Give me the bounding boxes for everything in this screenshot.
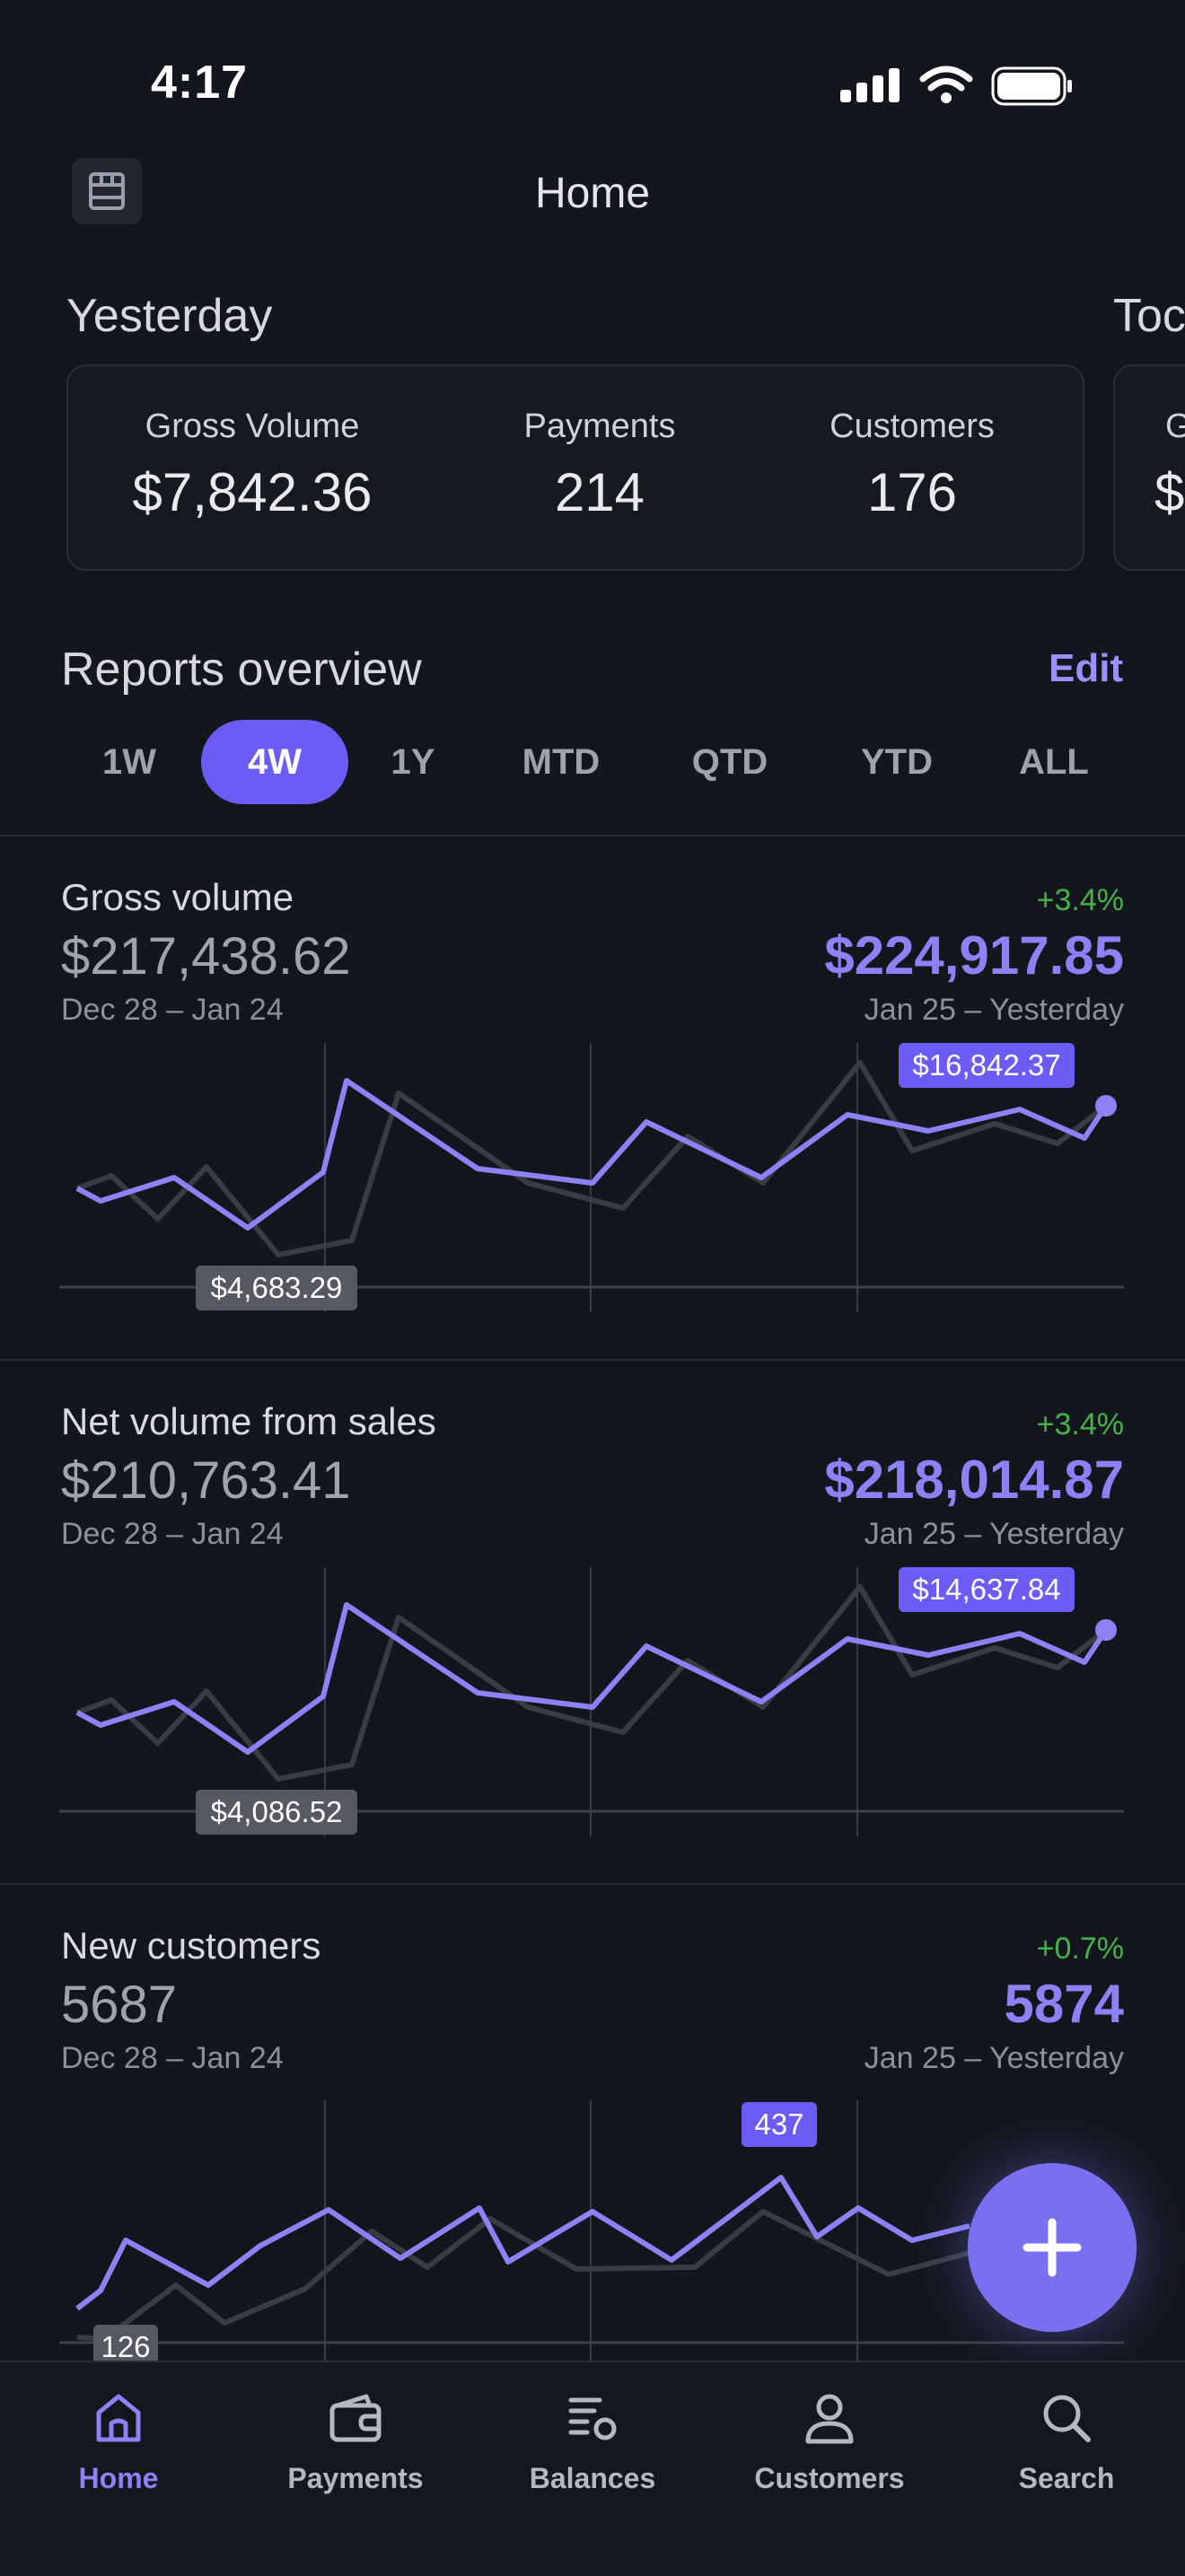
stat-label-payments: Payments (523, 407, 676, 445)
today-stat-label: G (1165, 407, 1185, 446)
store-button[interactable] (72, 158, 142, 224)
tab-balances[interactable]: Balances (474, 2389, 711, 2495)
stat-value-gross-volume: $7,842.36 (132, 462, 373, 522)
prior-period-line (76, 2209, 970, 2342)
metric-current-value: $224,917.85 (824, 925, 1124, 986)
tab-search[interactable]: Search (948, 2389, 1185, 2495)
wallet-icon (329, 2394, 382, 2442)
min-tag: 126 (93, 2325, 158, 2361)
current-period-line (75, 1078, 1109, 1231)
svg-text:$4,086.52: $4,086.52 (211, 1795, 343, 1828)
today-title: Toc (1113, 290, 1185, 342)
range-tab-all[interactable]: ALL (1019, 742, 1089, 782)
status-time: 4:17 (151, 57, 249, 109)
metric-change: +3.4% (1036, 883, 1124, 917)
metric-previous-range: Dec 28 – Jan 24 (61, 2041, 284, 2075)
divider (0, 1883, 1185, 1885)
range-tab-mtd[interactable]: MTD (522, 742, 601, 782)
metric-title: Gross volume (61, 876, 294, 918)
metric-current-range: Jan 25 – Yesterday (864, 1517, 1124, 1551)
metric-card-gross-volume[interactable]: Gross volume $217,438.62 Dec 28 – Jan 24… (0, 837, 1185, 1357)
stat-value-payments: 214 (554, 462, 645, 522)
current-period-line (75, 1602, 1109, 1755)
metric-previous-range: Dec 28 – Jan 24 (61, 993, 284, 1027)
today-summary-card[interactable]: G $ (1113, 364, 1185, 571)
metric-change: +0.7% (1036, 1932, 1124, 1966)
svg-text:$16,842.37: $16,842.37 (912, 1048, 1060, 1082)
tab-home[interactable]: Home (0, 2389, 237, 2495)
range-tab-ytd[interactable]: YTD (861, 742, 933, 782)
svg-text:437: 437 (754, 2107, 803, 2141)
add-button[interactable] (968, 2163, 1137, 2332)
divider (0, 835, 1185, 837)
tab-payments[interactable]: Payments (237, 2389, 474, 2495)
svg-text:126: 126 (101, 2330, 150, 2361)
cellular-signal-icon (840, 68, 900, 102)
stat-value-customers: 176 (866, 462, 958, 522)
net-volume-chart: $14,637.84 $4,086.52 (0, 1567, 1185, 1854)
prior-period-line (75, 1060, 1108, 1257)
yesterday-title: Yesterday (66, 290, 273, 342)
metric-previous-value: $210,763.41 (61, 1451, 351, 1510)
metric-current-range: Jan 25 – Yesterday (864, 2041, 1124, 2075)
today-stat-value: $ (1154, 462, 1185, 522)
metric-previous-value: $217,438.62 (61, 927, 351, 986)
page-title: Home (534, 170, 651, 217)
metric-title: New customers (61, 1924, 321, 1967)
range-tab-1y[interactable]: 1Y (391, 742, 435, 782)
metric-card-net-volume[interactable]: Net volume from sales $210,763.41 Dec 28… (0, 1361, 1185, 1881)
min-tag: $4,086.52 (196, 1790, 357, 1835)
tab-label: Balances (529, 2462, 656, 2494)
metric-title: Net volume from sales (61, 1400, 436, 1442)
current-period-line (75, 2175, 970, 2311)
metric-card-new-customers[interactable]: New customers 5687 Dec 28 – Jan 24 +0.7%… (0, 1885, 1185, 2361)
svg-text:$4,683.29: $4,683.29 (211, 1271, 343, 1304)
metric-previous-range: Dec 28 – Jan 24 (61, 1517, 284, 1551)
max-tag: 437 (742, 2102, 817, 2147)
yesterday-summary-card[interactable]: Gross Volume $7,842.36 Payments 214 Cust… (66, 364, 1084, 571)
range-tab-4w[interactable]: 4W (201, 720, 348, 804)
gross-volume-chart: $16,842.37 $4,683.29 (0, 1043, 1185, 1330)
edit-reports-button[interactable]: Edit (1049, 646, 1124, 690)
search-icon (1043, 2395, 1091, 2442)
metric-change: +3.4% (1036, 1407, 1124, 1441)
home-icon (96, 2394, 141, 2442)
tab-label: Search (1018, 2462, 1115, 2494)
metric-current-value: 5874 (1004, 1974, 1124, 2034)
tab-bar: Home Payments Balances Customers Sea (0, 2361, 1185, 2576)
svg-text:$14,637.84: $14,637.84 (912, 1573, 1060, 1606)
range-tab-1w[interactable]: 1W (102, 742, 156, 782)
metric-current-value: $218,014.87 (824, 1450, 1124, 1510)
tab-customers[interactable]: Customers (711, 2389, 948, 2495)
max-tag: $16,842.37 (899, 1043, 1075, 1088)
prior-period-line (75, 1584, 1108, 1782)
wifi-icon (919, 66, 973, 103)
reports-overview-title: Reports overview (61, 644, 422, 696)
storefront-icon (89, 172, 125, 210)
tab-label: Home (78, 2462, 159, 2494)
current-endpoint (1095, 1095, 1117, 1117)
tab-label: Customers (754, 2462, 905, 2494)
plus-icon (1023, 2218, 1082, 2277)
balances-icon (568, 2397, 617, 2440)
metric-current-range: Jan 25 – Yesterday (864, 993, 1124, 1027)
metric-previous-value: 5687 (61, 1976, 178, 2034)
battery-icon (991, 66, 1072, 106)
stat-label-customers: Customers (830, 407, 995, 445)
max-tag: $14,637.84 (899, 1567, 1075, 1612)
stat-label-gross-volume: Gross Volume (145, 407, 360, 445)
divider (0, 1359, 1185, 1361)
tab-label: Payments (287, 2462, 424, 2494)
min-tag: $4,683.29 (196, 1266, 357, 1310)
new-customers-chart: 437 126 (0, 2100, 1185, 2361)
range-tab-qtd[interactable]: QTD (691, 742, 768, 782)
person-icon (805, 2394, 854, 2444)
current-endpoint (1095, 1619, 1117, 1641)
